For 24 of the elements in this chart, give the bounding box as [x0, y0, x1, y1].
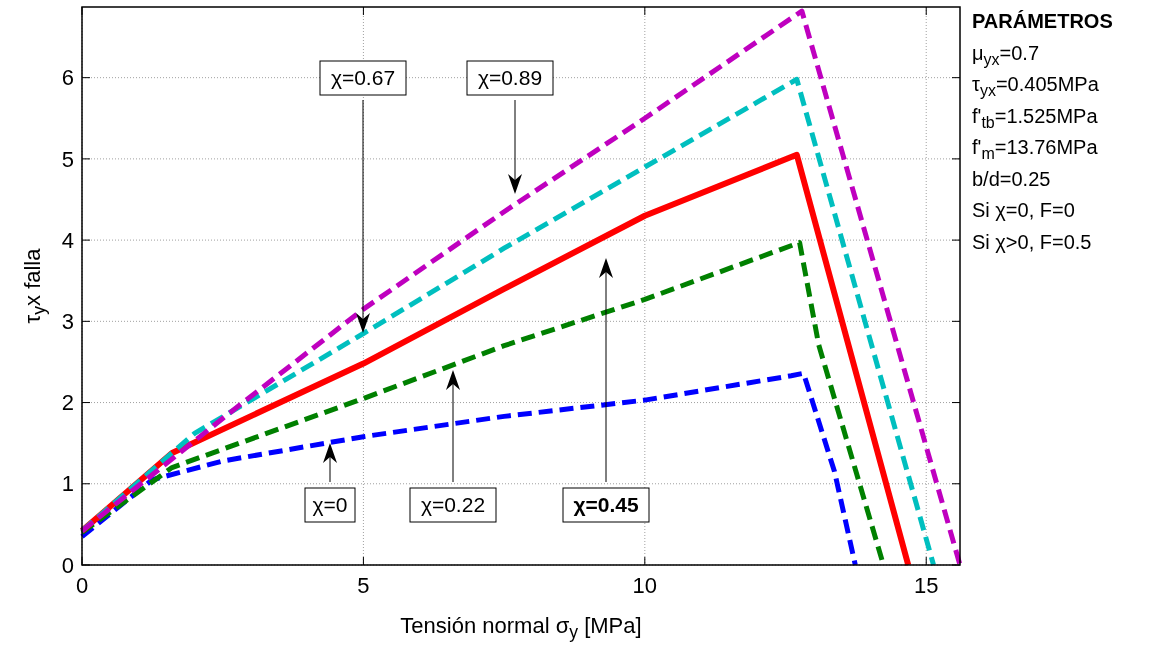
- x-axis-title: Tensión normal σ$_{y}$ [MPa]: [400, 613, 642, 643]
- annotation: χ=0.67: [330, 66, 396, 90]
- y-tick-label: 6: [61, 65, 74, 91]
- y-tick-label: 5: [61, 146, 74, 172]
- text: f'$_{m}$=13.76MPa: [972, 136, 1099, 162]
- text: b/d=0.25: [972, 167, 1051, 190]
- x-tick-label: 15: [913, 573, 939, 598]
- text: PARÁMETROS: [972, 10, 1113, 32]
- y-tick-label: 1: [61, 471, 74, 497]
- y-tick-label: 2: [61, 390, 74, 416]
- annotation: χ=0: [312, 493, 348, 517]
- annotation: χ=0.45: [573, 493, 639, 517]
- text: τ$_{yx}$=0.405MPa: [972, 73, 1100, 99]
- x-tick-label: 10: [632, 573, 658, 598]
- x-tick-label: 5: [357, 573, 370, 598]
- text: μ$_{yx}$=0.7: [972, 41, 1040, 68]
- y-tick-label: 3: [61, 309, 74, 335]
- text: Si χ>0, F=0.5: [972, 230, 1092, 253]
- text: f'$_{tb}$=1.525MPa: [972, 104, 1099, 131]
- text: Si χ=0, F=0: [972, 199, 1075, 221]
- annotation: χ=0.89: [477, 66, 543, 90]
- y-tick-label: 4: [61, 227, 74, 253]
- annotation: χ=0.22: [420, 493, 486, 517]
- y-tick-label: 0: [61, 552, 74, 578]
